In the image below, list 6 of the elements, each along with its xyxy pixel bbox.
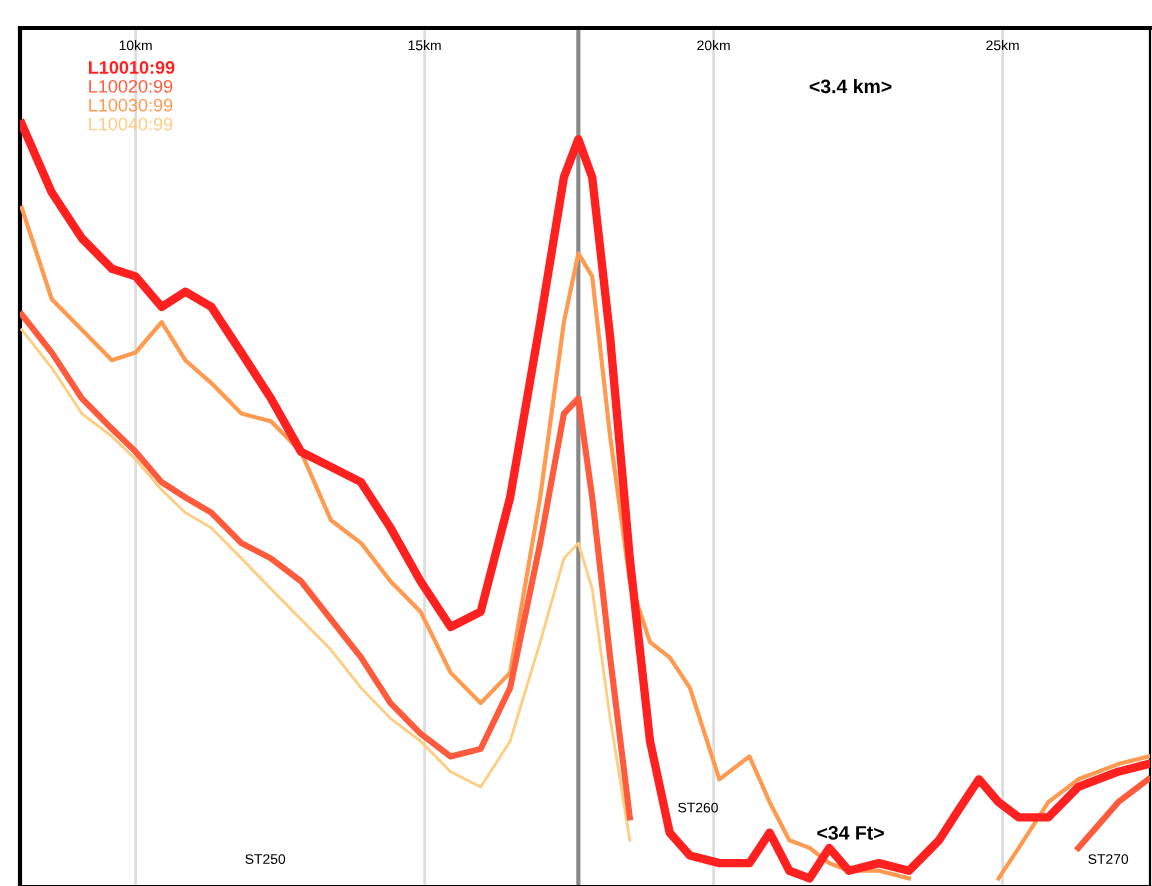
text: L10020:99: [89, 79, 173, 93]
annotation: <34 Ft>: [817, 825, 884, 840]
text: L10040:99: [89, 117, 173, 131]
text: L10010:99: [89, 61, 175, 74]
text: L10030:99: [89, 98, 173, 112]
text: <3.4 km>: [809, 79, 892, 94]
